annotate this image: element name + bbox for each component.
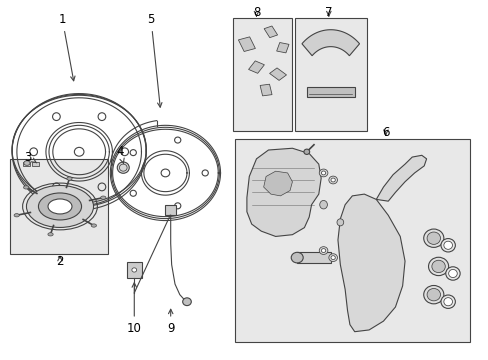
Ellipse shape [101, 196, 106, 199]
Polygon shape [246, 148, 321, 237]
Text: 2: 2 [56, 255, 63, 267]
Ellipse shape [328, 254, 337, 261]
Ellipse shape [321, 249, 325, 252]
Ellipse shape [117, 162, 129, 173]
Ellipse shape [24, 161, 30, 165]
Ellipse shape [423, 229, 443, 247]
Ellipse shape [319, 169, 327, 177]
Ellipse shape [74, 147, 84, 156]
Ellipse shape [427, 257, 447, 276]
Ellipse shape [48, 199, 72, 214]
Ellipse shape [426, 232, 440, 244]
Ellipse shape [161, 169, 169, 177]
Bar [306, 86, 354, 97]
Bar [165, 205, 176, 215]
Ellipse shape [319, 247, 327, 255]
Ellipse shape [132, 268, 136, 272]
Ellipse shape [431, 260, 445, 273]
Ellipse shape [440, 239, 454, 252]
Polygon shape [301, 30, 359, 56]
Ellipse shape [48, 233, 53, 236]
Ellipse shape [304, 149, 309, 154]
Bar [126, 262, 142, 278]
Bar [23, 162, 30, 166]
Text: 5: 5 [147, 13, 162, 107]
Ellipse shape [291, 252, 303, 263]
Bar [297, 252, 330, 263]
Text: 1: 1 [59, 13, 75, 81]
Ellipse shape [26, 185, 93, 228]
Polygon shape [260, 84, 271, 96]
Ellipse shape [319, 201, 327, 209]
Ellipse shape [23, 186, 29, 189]
Ellipse shape [91, 224, 96, 227]
Ellipse shape [39, 193, 81, 220]
Ellipse shape [440, 295, 454, 309]
Polygon shape [264, 26, 277, 38]
Text: 10: 10 [126, 283, 142, 335]
Ellipse shape [14, 213, 20, 217]
Polygon shape [376, 155, 426, 201]
Polygon shape [337, 194, 404, 332]
Text: 7: 7 [325, 6, 332, 19]
Polygon shape [248, 61, 264, 73]
Text: 6: 6 [381, 126, 389, 139]
Bar [32, 162, 39, 166]
Ellipse shape [443, 298, 451, 306]
Bar [232, 18, 292, 131]
Ellipse shape [443, 241, 451, 249]
Ellipse shape [330, 256, 335, 260]
Ellipse shape [330, 178, 335, 182]
Text: 9: 9 [166, 309, 174, 335]
Ellipse shape [445, 267, 459, 280]
Text: 3: 3 [24, 150, 37, 163]
Ellipse shape [423, 285, 443, 304]
Ellipse shape [328, 176, 337, 184]
Bar [294, 18, 366, 131]
Text: 4: 4 [116, 145, 124, 164]
Polygon shape [276, 42, 288, 53]
Ellipse shape [426, 288, 440, 301]
Ellipse shape [447, 269, 456, 278]
Ellipse shape [67, 177, 72, 180]
Polygon shape [269, 68, 286, 80]
Ellipse shape [336, 219, 343, 226]
Bar [10, 159, 108, 254]
Ellipse shape [321, 171, 325, 175]
Polygon shape [263, 171, 292, 196]
Text: 8: 8 [252, 6, 260, 19]
Bar [234, 139, 469, 342]
Polygon shape [238, 37, 255, 51]
Ellipse shape [183, 298, 191, 306]
